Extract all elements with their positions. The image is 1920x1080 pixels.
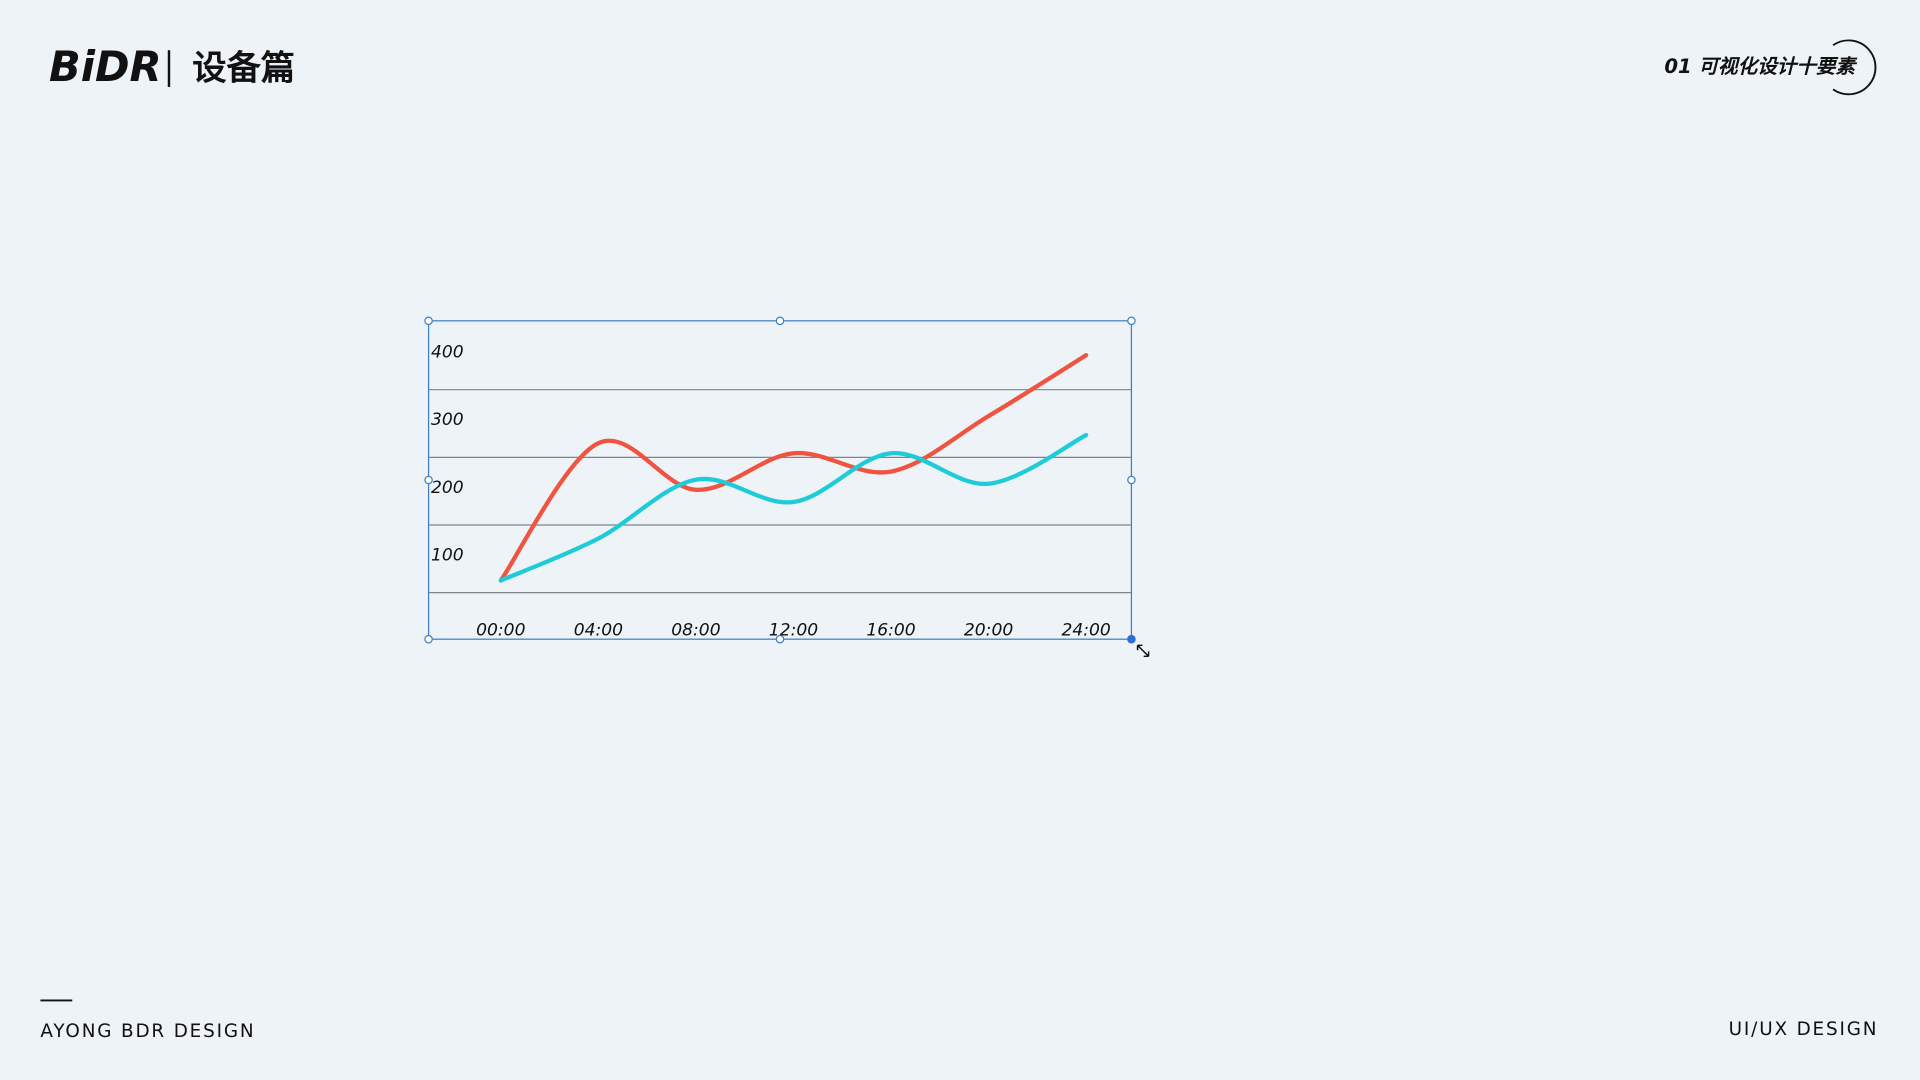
resize-handle: [1127, 475, 1136, 485]
resize-handle: [424, 634, 433, 644]
chapter-circle: [1832, 39, 1877, 96]
x-tick-label: 04:00: [574, 621, 623, 641]
y-tick-label: 100: [431, 545, 464, 565]
active-handle: [1127, 634, 1136, 644]
footer-left: AYONG BDR DESIGN: [40, 1021, 255, 1042]
resize-handle: [424, 475, 433, 485]
x-tick-label: 16:00: [866, 621, 915, 641]
x-tick-label: 00:00: [476, 621, 525, 641]
x-tick-label: 20:00: [964, 621, 1013, 641]
y-tick-label: 200: [431, 478, 464, 498]
resize-cursor: [1136, 644, 1150, 658]
x-tick-label: 08:00: [671, 621, 720, 641]
resize-handle: [424, 316, 433, 326]
y-tick-label: 300: [431, 410, 464, 430]
section-title: 设备篇: [192, 48, 295, 88]
series-line: [498, 432, 1089, 583]
footer-right: UI/UX DESIGN: [1729, 1019, 1879, 1040]
resize-handle: [775, 316, 785, 326]
resize-handle: [1127, 316, 1136, 326]
resize-handle: [775, 634, 785, 644]
x-tick-label: 24:00: [1061, 621, 1110, 641]
chapter-title: 01 可视化设计十要素: [1664, 55, 1857, 78]
series-line: [498, 353, 1089, 583]
y-tick-label: 400: [431, 342, 464, 362]
logo: BiDR: [49, 42, 162, 91]
